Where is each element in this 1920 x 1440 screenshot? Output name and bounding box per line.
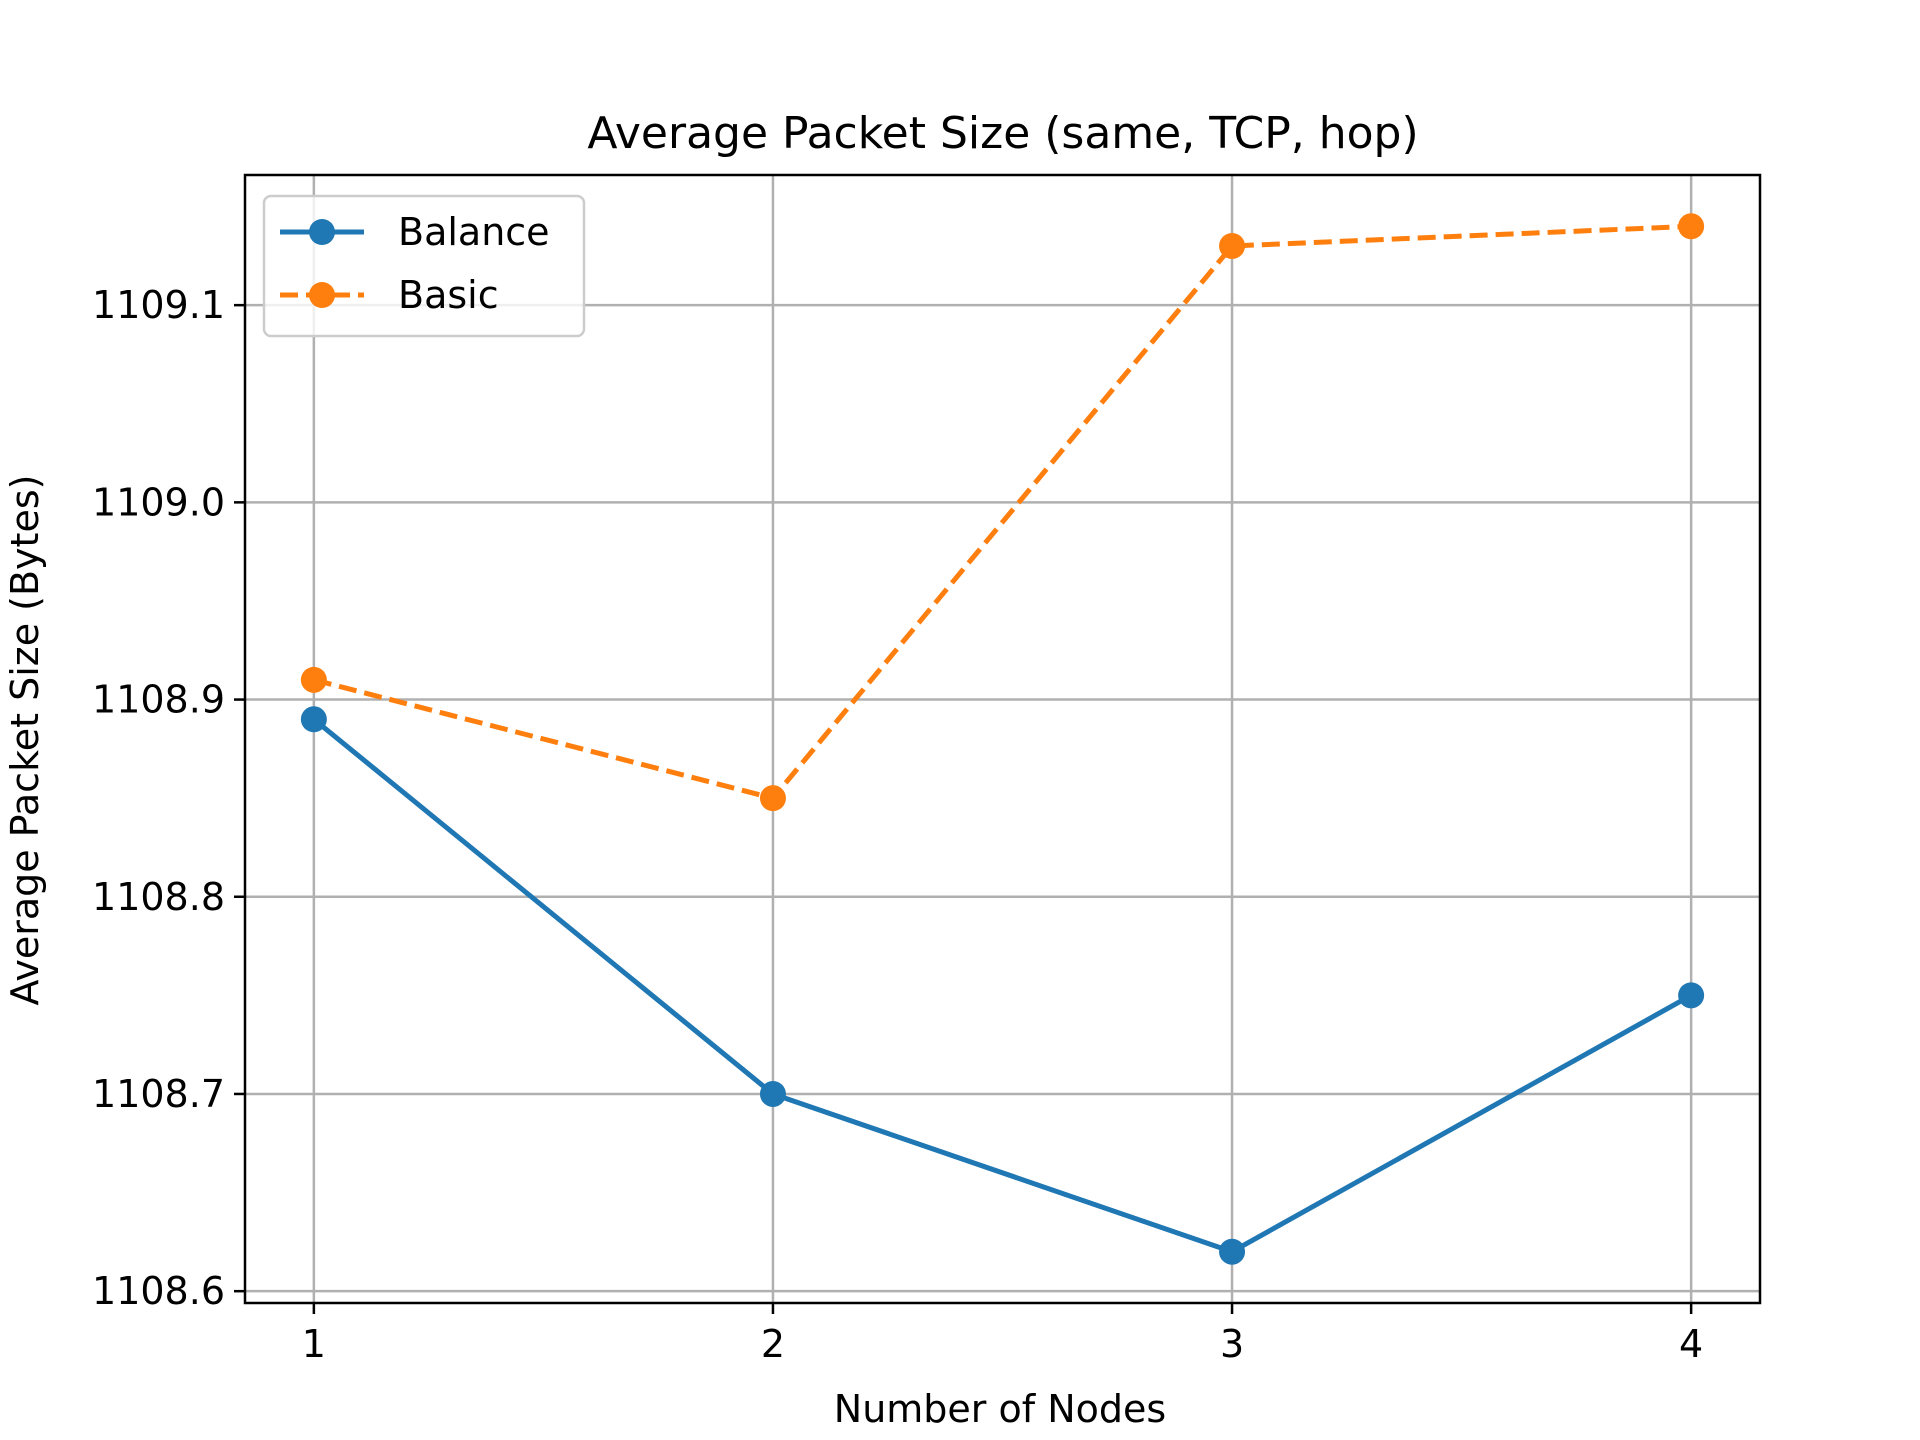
y-tick-label: 1109.1 — [92, 283, 225, 327]
y-axis-label: Average Packet Size (Bytes) — [3, 475, 47, 1006]
legend-label: Basic — [398, 273, 499, 317]
legend: Balance Basic — [262, 194, 586, 338]
data-point — [1219, 1238, 1246, 1265]
x-tick-label: 1 — [302, 1322, 326, 1366]
series-layer — [300, 213, 1705, 1265]
x-axis-label: Number of Nodes — [834, 1387, 1166, 1431]
data-point — [759, 785, 786, 812]
axis-ticks: 1 2 3 4 1108.6 1108.7 1108.8 1108.9 1109.0 1109.1 — [92, 283, 1703, 1366]
data-point — [1219, 232, 1246, 259]
x-tick-label: 3 — [1220, 1322, 1244, 1366]
data-point — [759, 1080, 786, 1107]
chart-title: Average Packet Size (same, TCP, hop) — [587, 108, 1418, 159]
data-point — [300, 706, 327, 733]
series-line — [313, 223, 1692, 801]
y-tick-label: 1108.7 — [92, 1072, 225, 1116]
y-tick-label: 1109.0 — [92, 480, 225, 524]
data-point — [1678, 213, 1705, 240]
plot-frame — [243, 173, 1762, 1305]
series-balance — [300, 706, 1705, 1265]
y-tick-label: 1108.9 — [92, 678, 225, 722]
series-basic — [300, 213, 1705, 812]
x-tick-label: 2 — [761, 1322, 785, 1366]
legend-entry-basic: Basic — [280, 273, 499, 317]
y-tick-label: 1108.8 — [92, 875, 225, 919]
data-point — [300, 666, 327, 693]
series-line — [312, 717, 1693, 1255]
legend-label: Balance — [398, 210, 550, 254]
legend-marker — [309, 219, 335, 245]
y-tick-label: 1108.6 — [92, 1269, 225, 1313]
x-tick-label: 4 — [1679, 1322, 1703, 1366]
grid — [245, 175, 1760, 1303]
legend-entry-balance: Balance — [280, 210, 550, 254]
data-point — [1678, 982, 1705, 1009]
legend-marker — [309, 282, 335, 308]
